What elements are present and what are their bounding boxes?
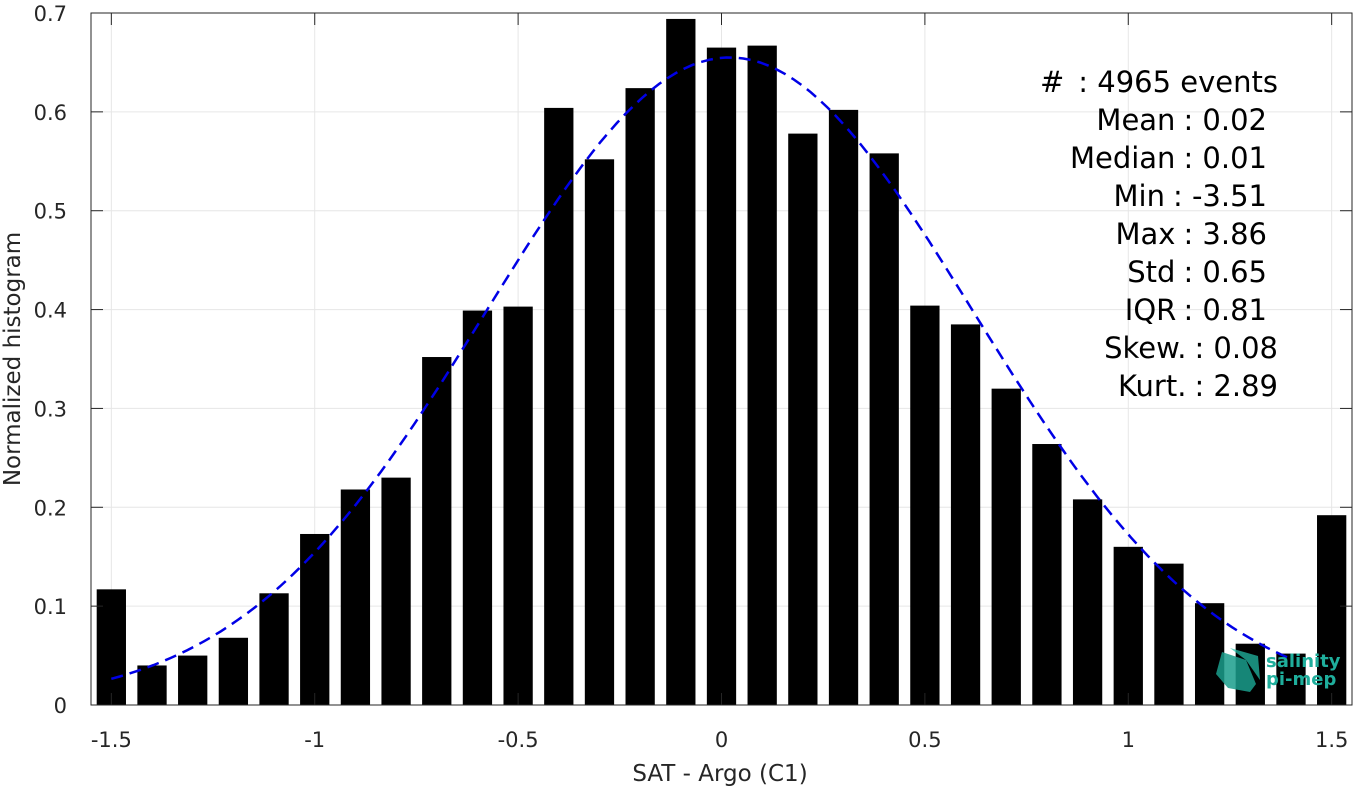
histogram-bar: [1317, 515, 1347, 705]
x-tick-label: -1.5: [91, 728, 132, 752]
histogram-bar: [1072, 499, 1103, 705]
y-tick-label: 0.7: [34, 2, 67, 26]
histogram-bar: [1113, 546, 1143, 705]
stat-min: Min: -3.51: [1114, 179, 1268, 213]
histogram-bar: [1276, 653, 1306, 705]
histogram-bar: [259, 593, 289, 705]
statistics-annotation: #: 4965 events Mean: 0.02 Median: 0.01 M…: [1040, 65, 1278, 403]
stat-iqr: IQR: 0.81: [1125, 293, 1267, 327]
stat-count: #: 4965 events: [1040, 65, 1278, 99]
histogram-bar: [544, 107, 574, 706]
histogram-bar: [422, 357, 452, 705]
histogram-bar: [1154, 563, 1184, 705]
gaussian-fit-curve: [110, 56, 1292, 681]
histogram-bar: [178, 655, 208, 705]
histogram-bar: [910, 305, 940, 705]
histogram-bar: [1194, 603, 1225, 705]
salinity-pimep-logo: salinity pi-mep: [1216, 648, 1341, 692]
x-tick-label: 0.5: [908, 728, 941, 752]
histogram-bar: [462, 310, 493, 705]
y-tick-label: 0.4: [34, 299, 67, 323]
histogram-bar: [828, 109, 859, 705]
y-tick-label: 0.2: [34, 496, 67, 520]
stat-mean: Mean: 0.02: [1096, 103, 1267, 137]
y-tick-label: 0.3: [34, 397, 67, 421]
logo-cube-icon: [1216, 652, 1256, 692]
y-tick-labels: 0 0.1 0.2 0.3 0.4 0.5 0.6 0.7: [34, 2, 67, 718]
histogram-bar: [137, 665, 167, 705]
histogram-bar: [381, 477, 411, 705]
histogram-bar: [706, 47, 737, 706]
histogram-bar: [584, 159, 615, 705]
stat-std: Std: 0.65: [1127, 255, 1267, 289]
x-axis-label: SAT - Argo (C1): [632, 761, 807, 787]
logo-cube-facet: [1230, 648, 1260, 680]
histogram-bar: [300, 533, 330, 705]
histogram-bar: [625, 88, 655, 706]
histogram-bar: [747, 45, 777, 705]
histogram-bar: [340, 489, 371, 705]
x-tick-label: -0.5: [498, 728, 539, 752]
y-tick-label: 0.1: [34, 595, 67, 619]
stat-median: Median: 0.01: [1070, 141, 1267, 175]
logo-text-pimep: pi-mep: [1266, 669, 1336, 690]
y-tick-label: 0.6: [34, 101, 67, 125]
logo-text-salinity: salinity: [1266, 651, 1341, 672]
x-tick-label: 1: [1122, 728, 1135, 752]
x-tick-label: -1: [304, 728, 325, 752]
histogram-bar: [666, 18, 696, 705]
axis-ticks: [91, 12, 1352, 706]
histogram-bar: [96, 589, 126, 705]
x-tick-labels: -1.5 -1 -0.5 0 0.5 1 1.5: [91, 728, 1349, 752]
stat-skewness: Skew.: 0.08: [1104, 331, 1278, 365]
histogram-bars: [96, 18, 1347, 706]
histogram-bar: [1032, 444, 1062, 705]
stat-max: Max: 3.86: [1115, 217, 1267, 251]
y-axis-label: Normalized histogram: [0, 232, 26, 486]
histogram-bar: [788, 133, 818, 705]
stat-kurtosis: Kurt.: 2.89: [1118, 369, 1278, 403]
x-tick-label: 0: [715, 728, 728, 752]
histogram-bar: [991, 388, 1021, 705]
histogram-bar: [218, 637, 249, 705]
histogram-bar: [950, 324, 981, 705]
histogram-bar: [503, 306, 533, 705]
x-tick-label: 1.5: [1315, 728, 1348, 752]
histogram-bar: [869, 153, 899, 705]
y-tick-label: 0: [54, 694, 67, 718]
y-tick-label: 0.5: [34, 200, 67, 224]
